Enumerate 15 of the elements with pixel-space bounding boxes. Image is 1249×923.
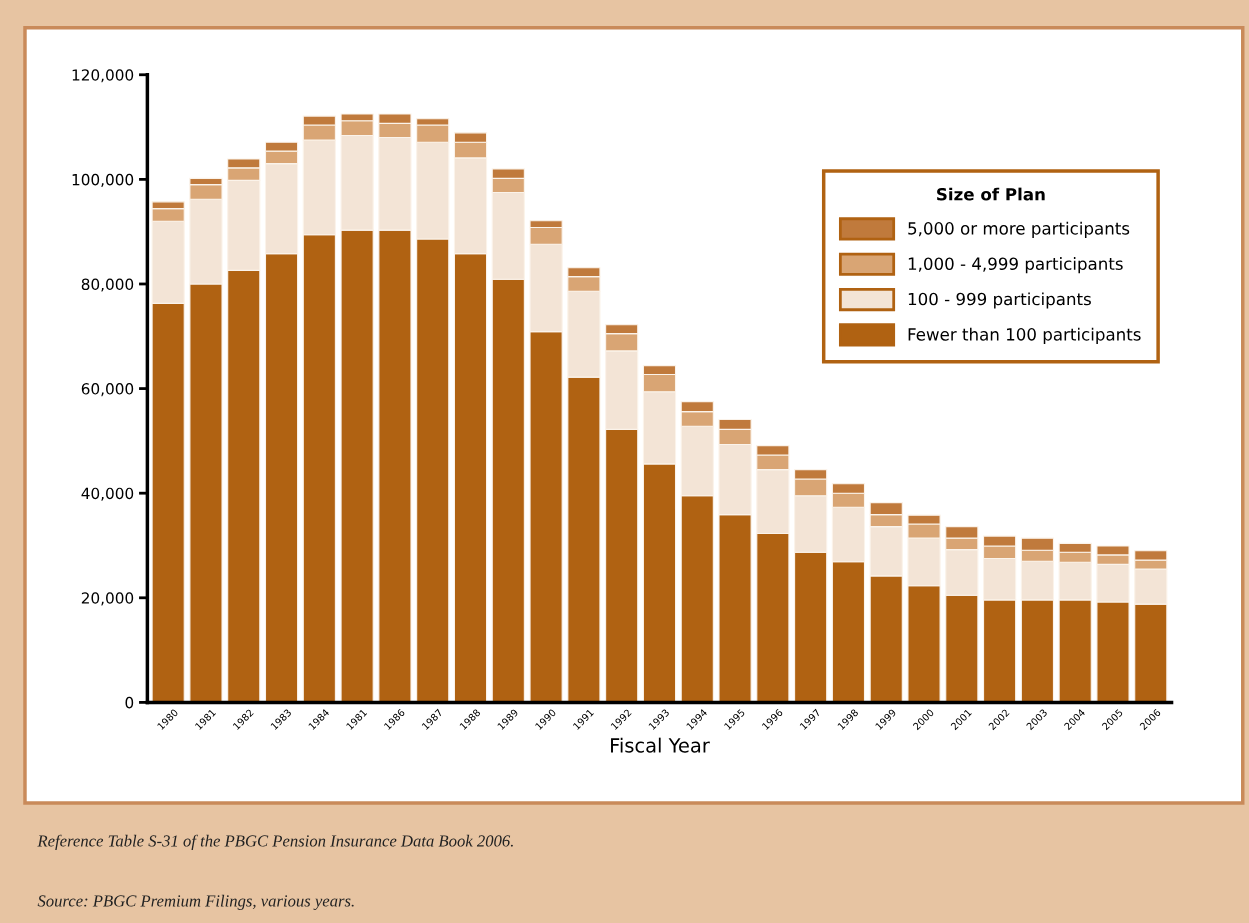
legend-label: 1,000 - 4,999 participants — [908, 257, 1123, 274]
y-tick-label: 40,000 — [81, 487, 134, 501]
source-note: Source: PBGC Premium Filings, various years. — [37, 894, 354, 910]
legend-title: Size of Plan — [937, 187, 1045, 201]
legend-label: Fewer than 100 participants — [908, 327, 1141, 344]
y-tick-label: 100,000 — [72, 173, 134, 187]
y-tick-label: 60,000 — [81, 383, 134, 397]
y-tick-label: 80,000 — [81, 278, 134, 292]
text: Reference Table S-31 of the PBGC Pension Insurance Data Book 2006. — [37, 834, 513, 850]
x-axis-title: Fiscal Year — [611, 737, 710, 753]
y-tick-label: 0 — [125, 696, 134, 709]
y-tick-label: 120,000 — [72, 69, 134, 83]
legend-label: 100 - 999 participants — [908, 292, 1091, 309]
y-tick-label: 20,000 — [81, 592, 134, 606]
legend-label: 5,000 or more participants — [908, 221, 1130, 238]
